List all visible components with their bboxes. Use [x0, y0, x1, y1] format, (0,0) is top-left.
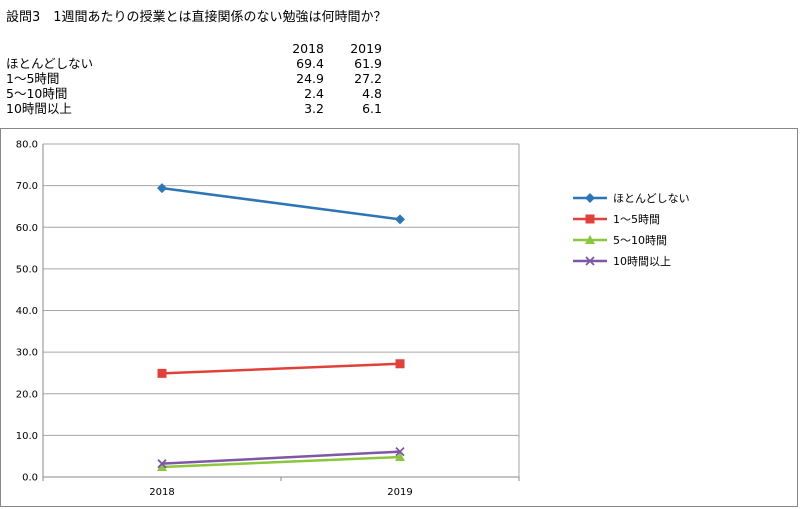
- table-row-label: 5～10時間: [6, 86, 68, 101]
- x-tick-label: 2018: [149, 487, 174, 498]
- data-point: [157, 183, 167, 194]
- table-cell: 61.9: [354, 56, 382, 71]
- series-line: [161, 450, 401, 465]
- y-tick-label: 30.0: [16, 348, 38, 359]
- data-point: [395, 446, 405, 457]
- data-point: [157, 368, 167, 378]
- data-point: [157, 462, 167, 472]
- legend-marker: [585, 193, 595, 203]
- data-point: [395, 452, 405, 462]
- line-chart: 0.0 10.0 20.0 30.0 40.0 50.0 60.0 70.0 80.0 2018 2…: [16, 140, 690, 499]
- y-tick-label: 80.0: [16, 140, 38, 151]
- table-cell: 69.4: [296, 56, 324, 71]
- table-cell: 3.2: [304, 101, 324, 116]
- data-point: [157, 459, 167, 469]
- page-title: 設問3 1週間あたりの授業とは直接関係のない勉強は何時間か？: [6, 10, 387, 25]
- legend-label: 10時間以上: [613, 255, 671, 268]
- y-tick-label: 60.0: [16, 223, 38, 234]
- table-row-label: 1～5時間: [6, 71, 60, 86]
- table-header-2018: 2018: [292, 41, 324, 56]
- data-point: [395, 359, 405, 369]
- legend-marker: [585, 256, 595, 266]
- y-tick-label: 20.0: [16, 389, 38, 400]
- table-header-2019: 2019: [350, 41, 382, 56]
- chart-area: 0.0 10.0 20.0 30.0 40.0 50.0 60.0 70.0 80.0 2018 2…: [0, 128, 798, 507]
- legend-marker: [585, 214, 595, 224]
- x-tick-label: 2019: [387, 487, 412, 498]
- table-cell: 6.1: [362, 101, 382, 116]
- series-line: [161, 455, 401, 469]
- table-cell: 24.9: [296, 71, 324, 86]
- table-cell: 2.4: [304, 86, 324, 101]
- table-cell: 27.2: [354, 71, 382, 86]
- table-row-label: ほとんどしない: [6, 56, 94, 71]
- legend-label: 5～10時間: [613, 234, 667, 247]
- legend-marker: [585, 235, 595, 244]
- series-line: [161, 186, 401, 221]
- table-cell: 4.8: [362, 86, 382, 101]
- y-tick-label: 10.0: [16, 431, 38, 442]
- legend-label: 1～5時間: [613, 213, 660, 226]
- y-tick-label: 40.0: [16, 306, 38, 317]
- y-tick-label: 70.0: [16, 181, 38, 192]
- data-point: [395, 214, 405, 225]
- y-tick-label: 50.0: [16, 264, 38, 275]
- y-tick-label: 0.0: [22, 473, 38, 484]
- series-line: [161, 362, 401, 375]
- table-row-label: 10時間以上: [6, 101, 72, 116]
- legend-label: ほとんどしない: [613, 192, 690, 205]
